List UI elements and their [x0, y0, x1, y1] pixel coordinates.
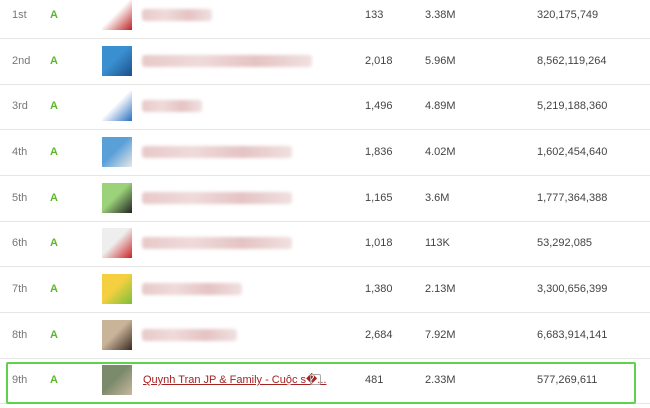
channel-avatar[interactable] [102, 228, 132, 258]
rank: 5th [12, 192, 28, 204]
blurred-name [142, 146, 292, 158]
table-row: 1st A 133 3.38M 320,175,749 [0, 0, 650, 39]
table-row: 5th A 1,165 3.6M 1,777,364,388 [0, 176, 650, 222]
uploads: 2,018 [365, 55, 393, 67]
channel-avatar[interactable] [102, 320, 132, 350]
grade: A [50, 192, 58, 204]
rank: 1st [12, 9, 27, 21]
rank: 3rd [12, 100, 28, 112]
views: 320,175,749 [537, 9, 599, 21]
views: 8,562,119,264 [537, 55, 607, 67]
grade: A [50, 237, 58, 249]
channel-avatar[interactable] [102, 365, 132, 395]
views: 5,219,188,360 [537, 100, 608, 112]
channel-avatar[interactable] [102, 137, 132, 167]
table-row: 2nd A 2,018 5.96M 8,562,119,264 [0, 39, 650, 85]
blurred-name [142, 283, 242, 295]
uploads: 2,684 [365, 329, 393, 341]
grade: A [50, 55, 58, 67]
table-row: 4th A 1,836 4.02M 1,602,454,640 [0, 130, 650, 176]
blurred-name [142, 55, 312, 67]
views: 577,269,611 [537, 374, 598, 386]
subscribers: 2.13M [425, 283, 456, 295]
grade: A [50, 329, 58, 341]
verified-icon [310, 374, 321, 385]
uploads: 1,496 [365, 100, 393, 112]
grade: A [50, 9, 58, 21]
rank: 2nd [12, 55, 31, 67]
subscribers: 2.33M [425, 374, 456, 386]
channel-name-link[interactable]: Quynh Tran JP & Family - Cuộc s�... [143, 374, 327, 386]
rank: 8th [12, 329, 28, 341]
channel-avatar[interactable] [102, 274, 132, 304]
uploads: 1,836 [365, 146, 393, 158]
views: 1,777,364,388 [537, 192, 608, 204]
grade: A [50, 146, 58, 158]
blurred-name [142, 237, 292, 249]
rank: 7th [12, 283, 28, 295]
uploads: 1,018 [365, 237, 393, 249]
channel-avatar[interactable] [102, 0, 132, 30]
subscribers: 113K [425, 237, 450, 249]
views: 1,602,454,640 [537, 146, 608, 158]
blurred-name [142, 100, 202, 112]
rank: 6th [12, 237, 28, 249]
grade: A [50, 283, 58, 295]
uploads: 1,165 [365, 192, 393, 204]
table-row: 8th A 2,684 7.92M 6,683,914,141 [0, 313, 650, 359]
channel-avatar[interactable] [102, 183, 132, 213]
channel-avatar[interactable] [102, 91, 132, 121]
blurred-name [142, 9, 212, 21]
highlight-box [6, 362, 636, 404]
grade: A [50, 374, 58, 386]
views: 3,300,656,399 [537, 283, 608, 295]
views: 53,292,085 [537, 237, 593, 249]
blurred-name [142, 192, 292, 204]
subscribers: 3.6M [425, 192, 450, 204]
blurred-name [142, 329, 237, 341]
grade: A [50, 100, 58, 112]
subscribers: 7.92M [425, 329, 456, 341]
subscribers: 3.38M [425, 9, 456, 21]
uploads: 133 [365, 9, 384, 21]
subscribers: 5.96M [425, 55, 456, 67]
table-row: 3rd A 1,496 4.89M 5,219,188,360 [0, 84, 650, 130]
uploads: 481 [365, 374, 384, 386]
table-row: 7th A 1,380 2.13M 3,300,656,399 [0, 267, 650, 313]
subscribers: 4.89M [425, 100, 456, 112]
uploads: 1,380 [365, 283, 393, 295]
rank: 9th [12, 374, 28, 386]
views: 6,683,914,141 [537, 329, 608, 341]
channel-avatar[interactable] [102, 46, 132, 76]
rank: 4th [12, 146, 28, 158]
table-row: 6th A 1,018 113K 53,292,085 [0, 221, 650, 267]
subscribers: 4.02M [425, 146, 456, 158]
